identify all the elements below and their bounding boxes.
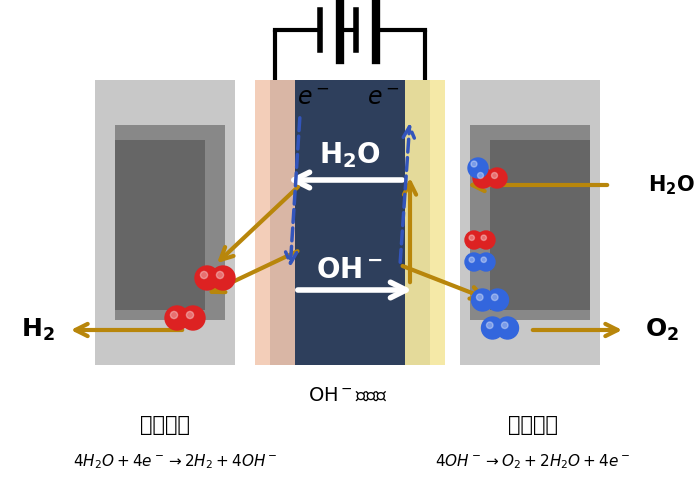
Circle shape <box>471 161 477 167</box>
Bar <box>115 140 205 310</box>
Text: OH$^-$伝導膜: OH$^-$伝導膜 <box>308 385 388 405</box>
Text: $\mathbf{O_2}$: $\mathbf{O_2}$ <box>645 317 679 343</box>
Bar <box>405 80 445 365</box>
Circle shape <box>468 158 488 178</box>
Bar <box>490 140 590 310</box>
Bar <box>470 100 590 350</box>
Text: カソード: カソード <box>140 415 190 435</box>
Text: $\mathbf{H_2}$: $\mathbf{H_2}$ <box>21 317 55 343</box>
Bar <box>95 80 235 125</box>
Text: アノード: アノード <box>508 415 558 435</box>
Circle shape <box>200 272 207 278</box>
Circle shape <box>471 289 493 311</box>
Circle shape <box>482 317 503 339</box>
Circle shape <box>211 266 235 290</box>
Text: $e^-$: $e^-$ <box>297 86 330 110</box>
Text: $e^-$: $e^-$ <box>367 86 400 110</box>
Circle shape <box>487 168 507 188</box>
Circle shape <box>181 306 205 330</box>
Circle shape <box>465 253 483 271</box>
Circle shape <box>171 311 177 319</box>
Circle shape <box>477 231 495 249</box>
Circle shape <box>481 257 487 263</box>
Circle shape <box>477 294 483 300</box>
Bar <box>95 320 235 365</box>
Circle shape <box>496 317 519 339</box>
Circle shape <box>195 266 219 290</box>
Circle shape <box>487 322 493 328</box>
Circle shape <box>477 253 495 271</box>
Bar <box>460 320 600 365</box>
Circle shape <box>481 235 487 241</box>
Circle shape <box>477 172 484 179</box>
Circle shape <box>187 311 193 319</box>
Circle shape <box>473 168 493 188</box>
Circle shape <box>501 322 508 328</box>
Circle shape <box>487 289 509 311</box>
Text: $4OH^-\rightarrow O_2 + 2H_2O + 4e^-$: $4OH^-\rightarrow O_2 + 2H_2O + 4e^-$ <box>435 453 631 471</box>
Text: $\mathbf{OH^-}$: $\mathbf{OH^-}$ <box>317 256 383 284</box>
Circle shape <box>469 235 475 241</box>
Text: $\mathbf{H_2O}$: $\mathbf{H_2O}$ <box>648 173 695 197</box>
Bar <box>270 80 430 365</box>
Bar <box>255 80 295 365</box>
Text: $\mathbf{H_2O}$: $\mathbf{H_2O}$ <box>319 140 381 170</box>
Text: $4H_2O + 4e^-\rightarrow 2H_2 + 4OH^-$: $4H_2O + 4e^-\rightarrow 2H_2 + 4OH^-$ <box>72 453 277 471</box>
Circle shape <box>491 294 498 300</box>
Circle shape <box>165 306 189 330</box>
Circle shape <box>491 172 498 179</box>
Bar <box>460 80 600 365</box>
Bar <box>95 80 235 365</box>
Bar <box>460 80 600 125</box>
Circle shape <box>469 257 475 263</box>
Circle shape <box>465 231 483 249</box>
Bar <box>115 100 225 350</box>
Circle shape <box>216 272 223 278</box>
